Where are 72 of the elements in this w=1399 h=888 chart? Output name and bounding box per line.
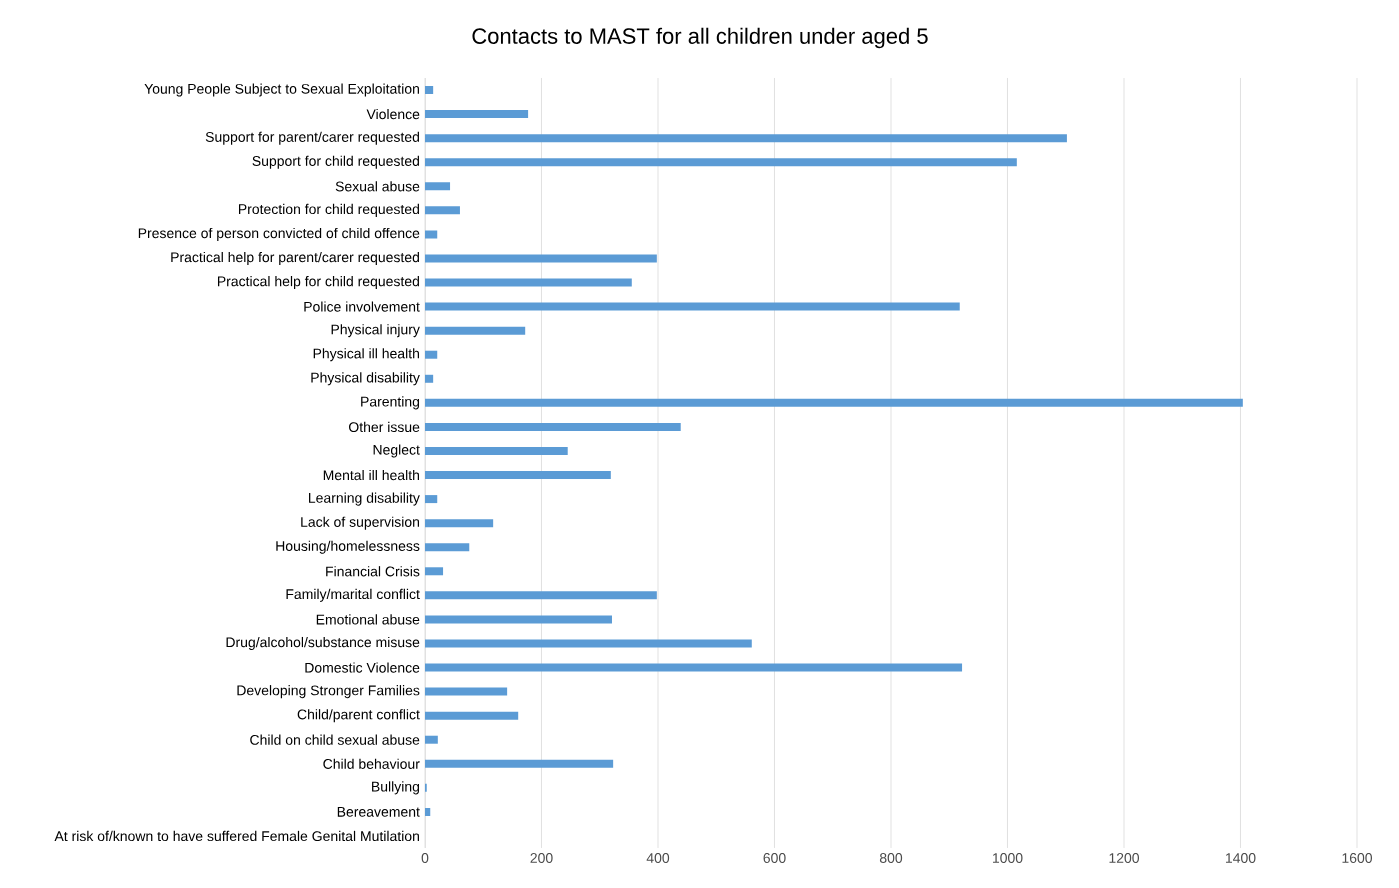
- x-tick-label: 400: [646, 853, 670, 863]
- bar: [425, 302, 960, 311]
- y-tick-label: Lack of supervision: [301, 516, 419, 530]
- bar: [425, 543, 470, 552]
- bar: [425, 639, 752, 648]
- y-tick-label: Financial Crisis: [326, 566, 420, 577]
- y-tick-label: Emotional abuse: [316, 614, 420, 625]
- y-tick-label: At risk of/known to have suffered Female Genital Mutilation: [54, 830, 419, 842]
- y-tick-label: Physical ill health: [313, 348, 419, 362]
- y-tick-label: Child on child sexual abuse: [250, 734, 420, 745]
- y-tick-label: Sexual abuse: [335, 181, 420, 192]
- bar: [425, 422, 681, 431]
- bar: [425, 807, 431, 816]
- bar: [425, 110, 529, 119]
- y-tick-label: Police involvement: [304, 301, 420, 312]
- bar: [425, 495, 438, 504]
- y-tick-label: Practical help for parent/carer requested: [171, 251, 419, 265]
- y-tick-label: Family/marital conflict: [286, 588, 420, 602]
- x-tick-label: 0: [421, 853, 429, 863]
- bar: [425, 759, 614, 768]
- y-tick-label: Learning disability: [309, 492, 420, 506]
- y-tick-label: Young People Subject to Sexual Exploitation: [144, 83, 419, 97]
- x-tick-label: 1400: [1225, 853, 1256, 863]
- bar: [425, 158, 1017, 167]
- x-tick-label: 1600: [1342, 853, 1373, 863]
- y-tick-label: Bullying: [372, 781, 420, 795]
- y-tick-label: Physical disability: [311, 372, 420, 386]
- y-tick-label: Bereavement: [337, 807, 420, 817]
- bar: [425, 230, 438, 239]
- y-tick-label: Housing/homelessness: [276, 540, 420, 554]
- x-tick-label: 1200: [1109, 853, 1140, 863]
- y-tick-label: Neglect: [373, 444, 420, 458]
- bar: [425, 615, 612, 624]
- x-tick-label: 800: [879, 853, 903, 863]
- bar: [425, 471, 611, 480]
- y-tick-label: Drug/alcohol/substance misuse: [226, 636, 420, 650]
- y-tick-label: Developing Stronger Families: [237, 685, 420, 699]
- y-tick-label: Child/parent conflict: [297, 709, 420, 723]
- y-tick-label: Child behaviour: [323, 758, 420, 769]
- y-tick-label: Parenting: [361, 396, 420, 410]
- x-tick-label: 200: [530, 853, 553, 863]
- bar: [425, 350, 438, 359]
- y-tick-label: Presence of person convicted of child offence: [138, 227, 420, 241]
- bar: [425, 86, 434, 95]
- bar: [425, 711, 519, 720]
- bar: [425, 567, 444, 576]
- y-tick-label: Violence: [366, 108, 420, 120]
- bar: [425, 326, 526, 335]
- y-tick-label: Physical injury: [331, 324, 420, 338]
- x-tick-label: 600: [763, 853, 786, 863]
- bar: [425, 591, 657, 600]
- bar: [425, 134, 1067, 143]
- bar: [425, 278, 632, 287]
- bar: [425, 254, 657, 263]
- bar: [425, 182, 451, 191]
- y-tick-label: Protection for child requested: [238, 203, 419, 217]
- y-tick-label: Domestic Violence: [305, 662, 420, 673]
- chart-title: Contacts to MAST for all children under aged 5: [472, 27, 928, 49]
- y-tick-label: Other issue: [349, 421, 420, 433]
- bar: [425, 206, 460, 215]
- bar: [425, 735, 438, 744]
- bar: [425, 398, 1243, 407]
- bar: [425, 519, 494, 528]
- y-tick-label: Practical help for child requested: [217, 276, 419, 290]
- bar: [425, 687, 508, 696]
- y-tick-label: Support for parent/carer requested: [205, 131, 419, 145]
- bar: [425, 446, 568, 455]
- bar: [425, 663, 963, 672]
- y-tick-label: Support for child requested: [252, 155, 419, 169]
- x-tick-label: 1000: [992, 853, 1023, 863]
- bar: [425, 374, 434, 383]
- y-tick-label: Mental ill health: [323, 469, 419, 481]
